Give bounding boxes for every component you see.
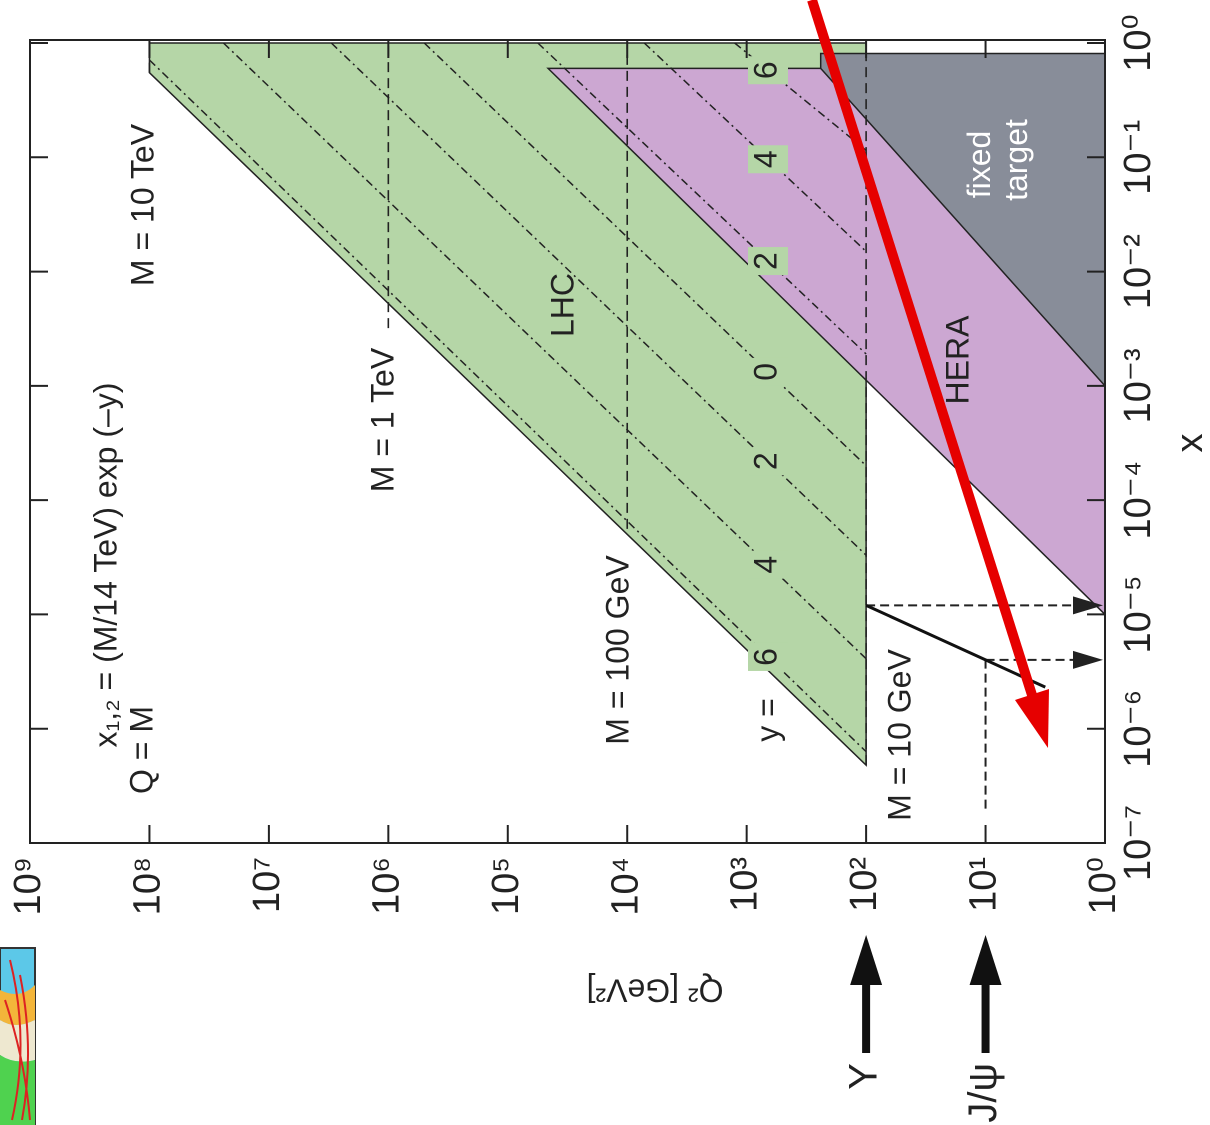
rapidity-title: y = [749, 698, 785, 742]
y-tick-label: 10² [843, 857, 885, 912]
x-tick-label: 10⁰ [1117, 14, 1159, 72]
x-tick-label: 10⁻⁶ [1117, 690, 1159, 768]
formula: x₁,₂ = (M/14 TeV) exp (–y) [87, 383, 123, 748]
y-tick-label: 10⁸ [126, 857, 168, 915]
rapidity-label: 6 [747, 648, 783, 666]
y-tick-label: 10⁷ [246, 857, 288, 913]
axis-arrow-head [970, 935, 1002, 985]
y-tick-label: 10⁵ [485, 857, 527, 915]
rapidity-label: 4 [747, 150, 783, 168]
y-tick-label: 10¹ [963, 857, 1005, 912]
quarkonium-label: Υ [842, 1063, 886, 1090]
arrow-head [1015, 689, 1049, 748]
mass-label: M = 1 TeV [364, 347, 400, 492]
region-label: HERA [939, 315, 975, 405]
region-label: fixed target [961, 119, 1034, 201]
x-axis-title: x [1169, 434, 1210, 453]
quarkonium-arrowhead [1073, 651, 1103, 669]
y-tick-label: 10⁰ [1082, 857, 1124, 915]
thumbnail [0, 948, 35, 1125]
rapidity-label: 0 [747, 363, 783, 381]
quarkonium-label: J/ψ [961, 1063, 1005, 1123]
mass-label: M = 10 GeV [881, 649, 917, 821]
rapidity-label: 2 [747, 252, 783, 270]
y-tick-label: 10⁹ [7, 857, 49, 916]
region-label: LHC [544, 273, 580, 337]
x-tick-label: 10⁻⁴ [1117, 461, 1159, 540]
y-tick-label: 10³ [724, 857, 766, 912]
page: {"chart_data": { "type": "region", "xlab… [0, 0, 1210, 1125]
y-tick-label: 10⁴ [604, 857, 646, 916]
rapidity-label: 2 [747, 452, 783, 470]
x-tick-label: 10⁻³ [1117, 348, 1159, 423]
rapidity-label: 6 [747, 61, 783, 79]
x-tick-label: 10⁻¹ [1117, 120, 1159, 195]
formula-q: Q = M [123, 706, 159, 794]
chart: 6420246ΥJ/ψ10⁻⁷10⁻⁶10⁻⁵10⁻⁴10⁻³10⁻²10⁻¹1… [0, 0, 1210, 1125]
y-tick-label: 10⁶ [365, 857, 407, 915]
mass-label: M = 10 TeV [124, 123, 160, 286]
y-axis-title: Q² [GeV²] [587, 973, 724, 1009]
axis-arrow-head [850, 935, 882, 985]
x-tick-label: 10⁻⁵ [1117, 575, 1159, 653]
mass-label: M = 100 GeV [599, 555, 635, 745]
rapidity-label: 4 [747, 556, 783, 574]
x-tick-label: 10⁻² [1117, 234, 1159, 309]
